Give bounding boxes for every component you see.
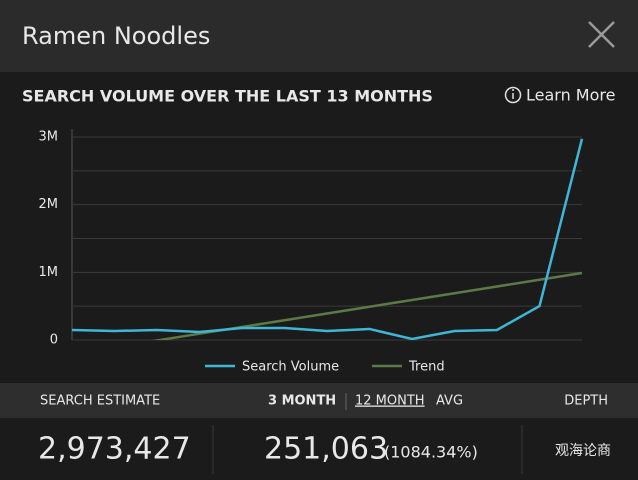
info-icon bbox=[512, 89, 514, 91]
series-line bbox=[72, 138, 584, 340]
close-button[interactable] bbox=[588, 21, 615, 48]
estimate-value: 2,973,427 bbox=[38, 432, 191, 467]
chart-title: SEARCH VOLUME OVER THE LAST 13 MONTHS bbox=[22, 87, 433, 106]
learn-more[interactable]: Learn More bbox=[504, 86, 616, 105]
legend-label: Search Volume bbox=[242, 360, 339, 375]
tab[interactable]: AVG bbox=[436, 394, 463, 409]
header-title: Ramen Noodles bbox=[22, 22, 210, 50]
legend-label: Trend bbox=[408, 360, 445, 375]
stat-label: SEARCH ESTIMATE bbox=[40, 394, 160, 409]
y-tick-label: 0 bbox=[50, 333, 58, 348]
tab[interactable]: 12 MONTH bbox=[355, 394, 425, 409]
header-bar bbox=[0, 0, 638, 72]
y-tick-label: 3M bbox=[39, 130, 59, 145]
y-tick-label: 2M bbox=[39, 197, 59, 212]
average-value: 251,063 bbox=[264, 432, 388, 467]
y-tick-label: 1M bbox=[39, 265, 59, 280]
stats-header bbox=[0, 383, 638, 418]
change-value: (1084.34%) bbox=[384, 443, 478, 462]
stat-label: DEPTH bbox=[564, 394, 608, 409]
tab[interactable]: 3 MONTH bbox=[268, 394, 336, 409]
plot-area bbox=[72, 138, 584, 340]
chart-panel bbox=[0, 72, 638, 383]
watermark: 观海论商 bbox=[555, 443, 611, 459]
learn-more-link[interactable]: Learn More bbox=[526, 86, 615, 105]
info-icon bbox=[504, 86, 522, 104]
series-line bbox=[151, 271, 583, 340]
